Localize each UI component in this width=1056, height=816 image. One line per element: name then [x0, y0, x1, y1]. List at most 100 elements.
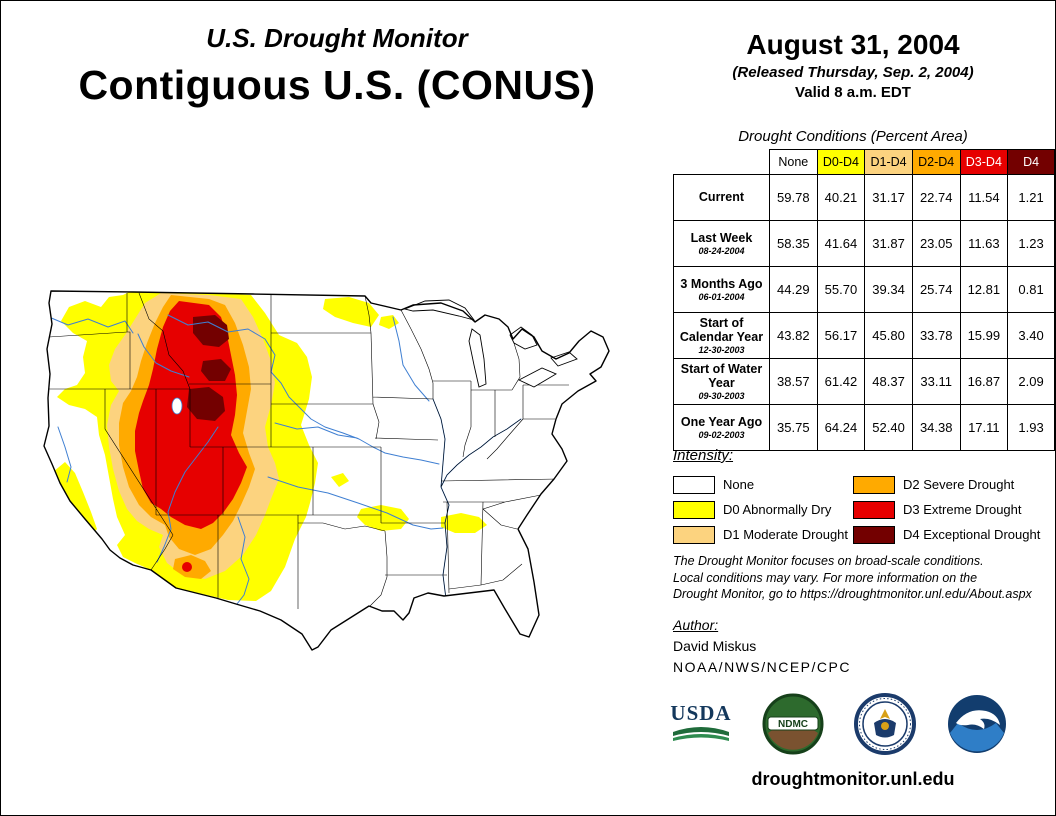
table-row: One Year Ago 09-02-2003 35.75 64.24 52.4…	[673, 404, 1055, 451]
usda-swoosh	[673, 726, 729, 741]
legend-item-d4: D4 Exceptional Drought	[853, 522, 1045, 547]
table-title: Drought Conditions (Percent Area)	[738, 128, 968, 145]
legend-swatch-d1	[673, 525, 715, 544]
title-block: U.S. Drought Monitor Contiguous U.S. (CO…	[41, 23, 633, 109]
intensity-legend: Intensity: None D0 Abnormally Dry D1 Mod…	[673, 447, 1045, 547]
value-cell: 40.21	[816, 174, 866, 221]
value-cell: 64.24	[816, 404, 866, 451]
value-cell: 11.54	[959, 174, 1009, 221]
table-row: Current 59.78 40.21 31.17 22.74 11.54 1.…	[673, 174, 1055, 221]
value-cell: 45.80	[864, 312, 913, 359]
value-cell: 11.63	[959, 220, 1009, 267]
value-cell: 3.40	[1007, 312, 1055, 359]
col-header-d2d4: D2-D4	[911, 149, 961, 175]
legend-swatch-none	[673, 475, 715, 494]
legend-swatch-d2	[853, 475, 895, 494]
value-cell: 43.82	[768, 312, 818, 359]
table-row: Last Week 08-24-2004 58.35 41.64 31.87 2…	[673, 220, 1055, 267]
value-cell: 56.17	[816, 312, 866, 359]
region-title: Contiguous U.S. (CONUS)	[78, 62, 596, 108]
commerce-seal-logo	[853, 691, 917, 757]
usda-logo: USDA	[669, 691, 733, 757]
lake-huron	[509, 326, 538, 350]
value-cell: 48.37	[864, 358, 913, 405]
col-header-d4: D4	[1007, 149, 1055, 175]
table-header-row: None D0-D4 D1-D4 D2-D4 D3-D4 D4	[674, 149, 1055, 175]
value-cell: 25.74	[911, 266, 961, 313]
col-header-d0d4: D0-D4	[816, 149, 866, 175]
conus-outline	[43, 290, 610, 651]
value-cell: 41.64	[816, 220, 866, 267]
disclaimer-text: The Drought Monitor focuses on broad-sca…	[673, 553, 1053, 603]
author-heading: Author:	[673, 617, 719, 633]
legend-item-d3: D3 Extreme Drought	[853, 497, 1045, 522]
col-header-d1d4: D1-D4	[864, 149, 913, 175]
ndmc-logo: NDMC	[761, 691, 825, 757]
value-cell: 33.11	[911, 358, 961, 405]
legend-item-d1: D1 Moderate Drought	[673, 522, 853, 547]
author-block: Author: David Miskus NOAA/NWS/NCEP/CPC	[673, 615, 851, 678]
lake-michigan	[468, 328, 487, 388]
map-date: August 31, 2004	[746, 29, 960, 60]
value-cell: 58.35	[768, 220, 818, 267]
value-cell: 55.70	[816, 266, 866, 313]
legend-swatch-d0	[673, 500, 715, 519]
footer-url: droughtmonitor.unl.edu	[751, 769, 955, 789]
table-row: Start of Calendar Year 12-30-2003 43.82 …	[673, 312, 1055, 359]
value-cell: 38.57	[768, 358, 818, 405]
valid-time: Valid 8 a.m. EDT	[795, 84, 911, 101]
value-cell: 33.78	[911, 312, 961, 359]
value-cell: 12.81	[959, 266, 1009, 313]
value-cell: 52.40	[864, 404, 913, 451]
value-cell: 31.87	[864, 220, 913, 267]
row-label: Current	[673, 174, 770, 221]
released-date: (Released Thursday, Sep. 2, 2004)	[732, 64, 974, 81]
legend-item-d2: D2 Severe Drought	[853, 472, 1045, 497]
legend-item-d0: D0 Abnormally Dry	[673, 497, 853, 522]
release-block: August 31, 2004 (Released Thursday, Sep.…	[661, 29, 1045, 101]
report-title: U.S. Drought Monitor	[206, 23, 468, 53]
value-cell: 0.81	[1007, 266, 1055, 313]
value-cell: 59.78	[768, 174, 818, 221]
legend-swatch-d3	[853, 500, 895, 519]
agency-logos: USDA NDMC	[669, 691, 1009, 757]
great-salt-lake	[171, 397, 183, 415]
value-cell: 23.05	[911, 220, 961, 267]
value-cell: 61.42	[816, 358, 866, 405]
row-label: 3 Months Ago 06-01-2004	[673, 266, 770, 313]
value-cell: 1.21	[1007, 174, 1055, 221]
d4-layer	[187, 315, 231, 421]
value-cell: 1.93	[1007, 404, 1055, 451]
author-name: David Miskus	[673, 638, 757, 654]
col-header-none: None	[768, 149, 818, 175]
row-label: One Year Ago 09-02-2003	[673, 404, 770, 451]
percent-area-table: None D0-D4 D1-D4 D2-D4 D3-D4 D4 Current …	[673, 149, 1055, 451]
value-cell: 34.38	[911, 404, 961, 451]
conus-drought-map	[43, 290, 610, 651]
value-cell: 15.99	[959, 312, 1009, 359]
row-label: Start of Calendar Year 12-30-2003	[673, 312, 770, 359]
value-cell: 1.23	[1007, 220, 1055, 267]
table-row: 3 Months Ago 06-01-2004 44.29 55.70 39.3…	[673, 266, 1055, 313]
value-cell: 31.17	[864, 174, 913, 221]
about-url: Drought Monitor, go to https://droughtmo…	[673, 587, 1032, 601]
value-cell: 2.09	[1007, 358, 1055, 405]
value-cell: 35.75	[768, 404, 818, 451]
row-label: Start of Water Year 09-30-2003	[673, 358, 770, 405]
table-corner-spacer	[674, 150, 770, 175]
value-cell: 16.87	[959, 358, 1009, 405]
d3-layer	[135, 301, 247, 572]
lake-erie	[517, 367, 557, 388]
state-boundaries	[46, 292, 569, 609]
table-row: Start of Water Year 09-30-2003 38.57 61.…	[673, 358, 1055, 405]
legend-swatch-d4	[853, 525, 895, 544]
col-header-d3d4: D3-D4	[959, 149, 1009, 175]
legend-item-none: None	[673, 472, 853, 497]
author-org: NOAA/NWS/NCEP/CPC	[673, 659, 851, 675]
lake-ontario	[550, 351, 578, 367]
noaa-logo	[945, 691, 1009, 757]
value-cell: 39.34	[864, 266, 913, 313]
row-label: Last Week 08-24-2004	[673, 220, 770, 267]
value-cell: 44.29	[768, 266, 818, 313]
